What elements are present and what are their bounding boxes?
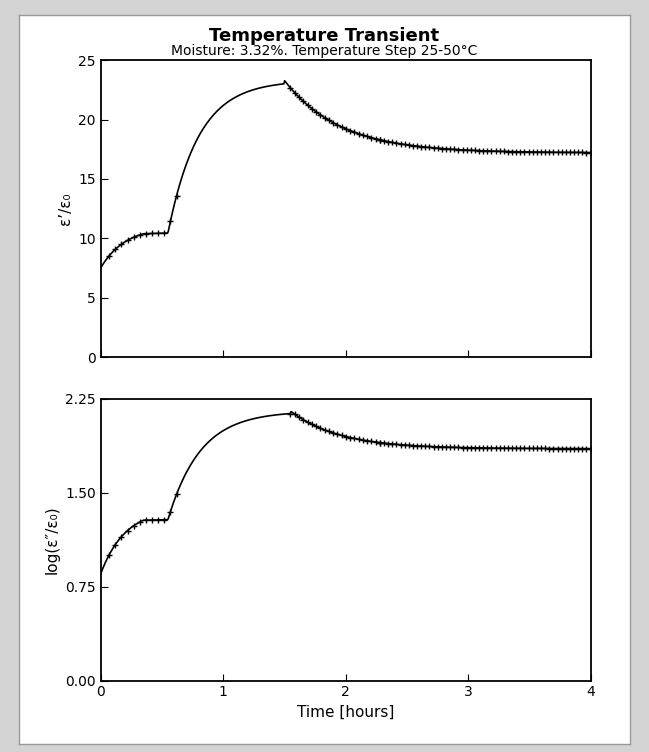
Text: Temperature Transient: Temperature Transient [210, 27, 439, 45]
Text: Moisture: 3.32%. Temperature Step 25-50°C: Moisture: 3.32%. Temperature Step 25-50°… [171, 44, 478, 59]
Y-axis label: log(ε″/ε₀): log(ε″/ε₀) [44, 505, 60, 574]
Y-axis label: ε’/ε₀: ε’/ε₀ [58, 193, 73, 225]
X-axis label: Time [hours]: Time [hours] [297, 705, 395, 720]
